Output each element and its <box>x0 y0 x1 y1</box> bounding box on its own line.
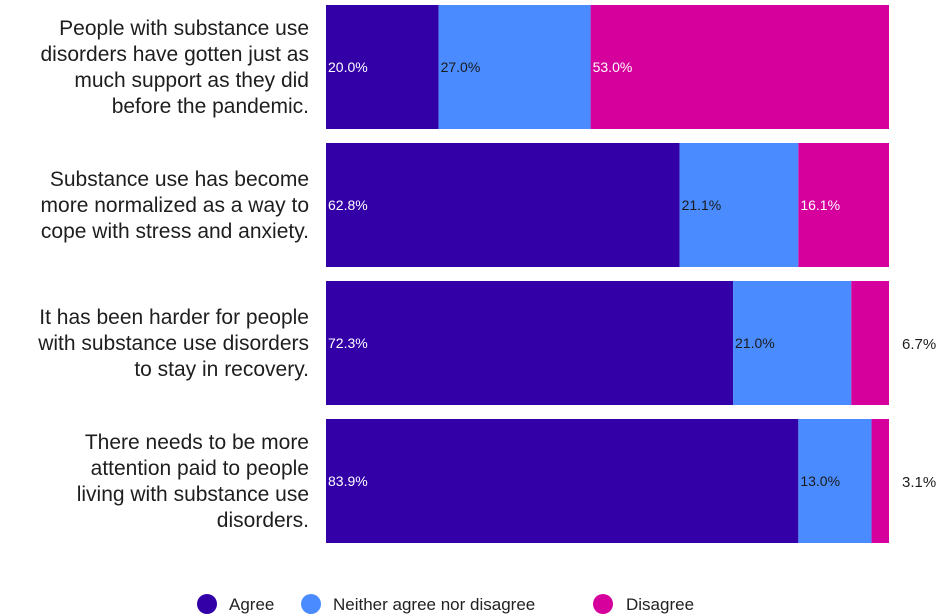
category-label: Substance use has become more normalized … <box>41 168 309 243</box>
value-label: 13.0% <box>800 473 840 489</box>
bar-disagree-3 <box>851 281 889 405</box>
category-label: People with substance use disorders have … <box>41 17 310 118</box>
bar-neither-agree-nor-disagree-1 <box>438 5 591 129</box>
category-label: It has been harder for people with substa… <box>37 306 309 381</box>
legend: Agree Neither agree nor disagree Disagree <box>197 594 694 614</box>
legend-swatch <box>593 594 613 614</box>
legend-swatch <box>197 594 217 614</box>
bar-disagree-1 <box>590 5 889 129</box>
value-label: 62.8% <box>328 197 368 213</box>
bars-group <box>326 5 889 543</box>
bar-agree-2 <box>326 143 680 267</box>
bar-agree-4 <box>326 419 799 543</box>
bar-agree-3 <box>326 281 734 405</box>
bar-agree-1 <box>326 5 439 129</box>
value-label: 16.1% <box>800 197 840 213</box>
legend-label: Neither agree nor disagree <box>333 595 535 614</box>
bar-neither-agree-nor-disagree-2 <box>679 143 799 267</box>
value-label: 83.9% <box>328 473 368 489</box>
value-label: 21.1% <box>682 197 722 213</box>
value-label: 20.0% <box>328 59 368 75</box>
value-label: 27.0% <box>441 59 481 75</box>
bar-neither-agree-nor-disagree-4 <box>798 419 872 543</box>
category-labels: People with substance use disorders have … <box>37 17 309 532</box>
value-label: 53.0% <box>593 59 633 75</box>
value-label: 3.1% <box>902 474 936 491</box>
legend-label: Agree <box>229 595 274 614</box>
value-label: 72.3% <box>328 335 368 351</box>
bar-disagree-2 <box>798 143 889 267</box>
bar-disagree-4 <box>871 419 889 543</box>
category-label: There needs to be more attention paid to … <box>77 431 309 532</box>
value-labels: 20.0% 27.0% 53.0% 62.8% 21.1% 16.1% 72.3% 21.0%… <box>328 59 936 491</box>
bar-neither-agree-nor-disagree-3 <box>733 281 852 405</box>
legend-label: Disagree <box>626 595 694 614</box>
legend-swatch <box>301 594 321 614</box>
value-label: 6.7% <box>902 336 936 353</box>
value-label: 21.0% <box>735 335 775 351</box>
